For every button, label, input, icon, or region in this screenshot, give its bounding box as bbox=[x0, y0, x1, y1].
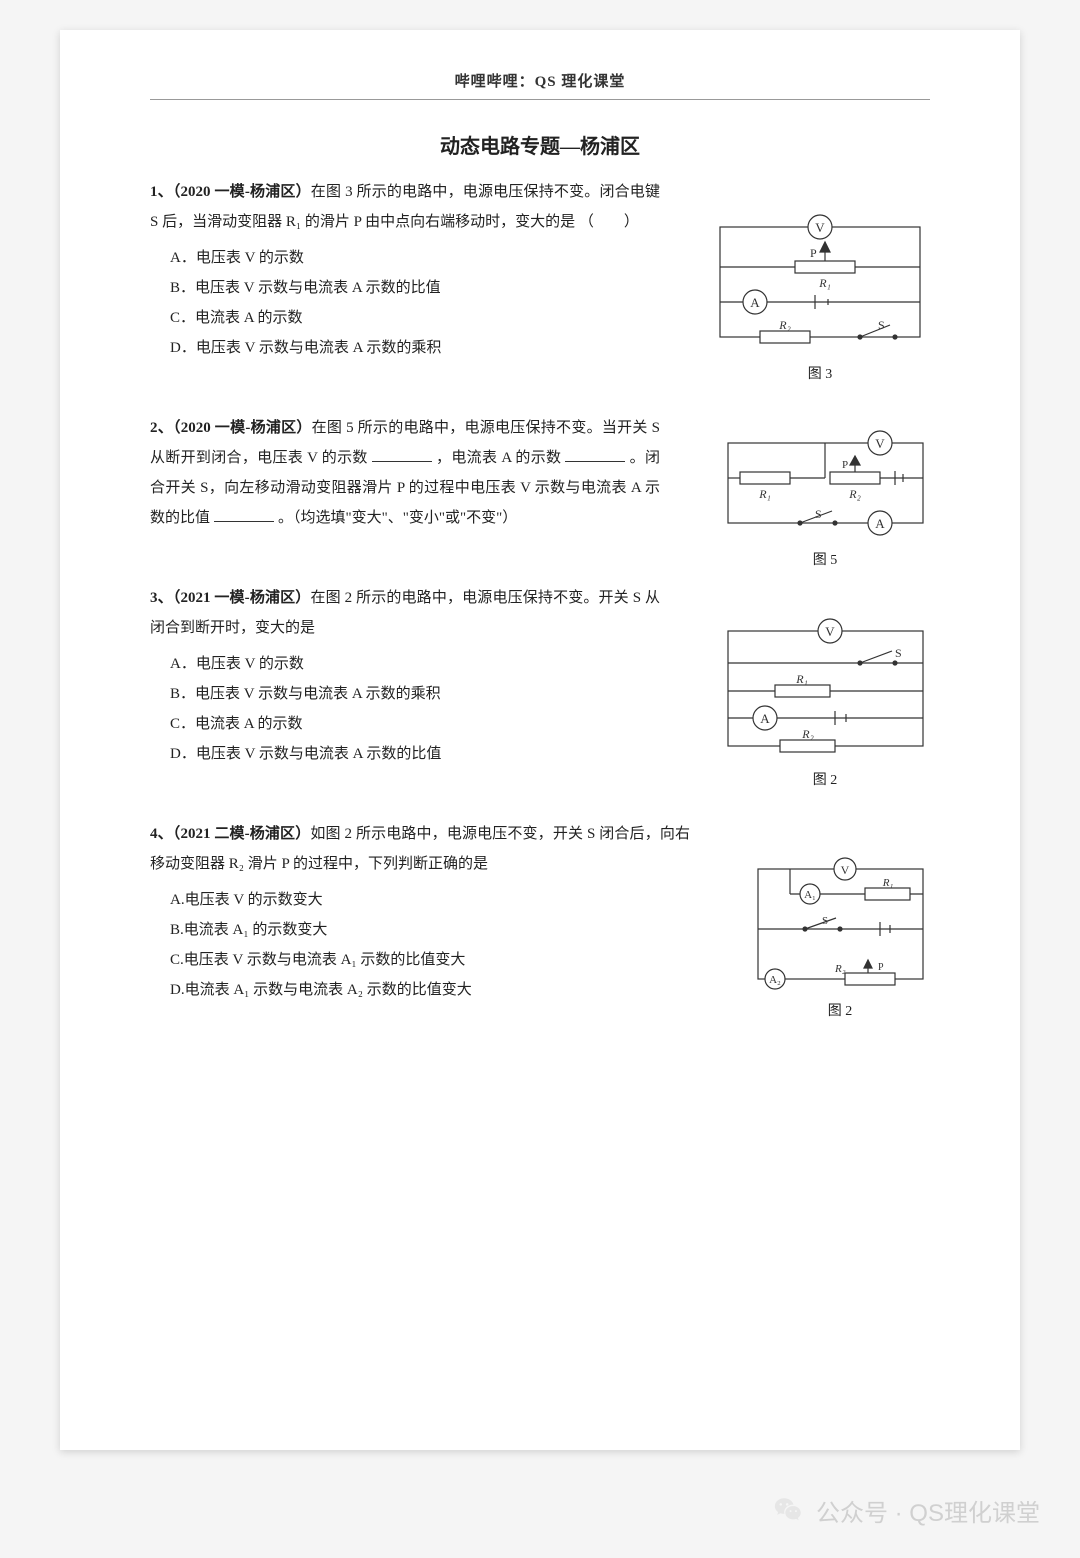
figure-2b: V A₁ R₁ S bbox=[750, 854, 930, 1026]
page-title: 动态电路专题—杨浦区 bbox=[150, 130, 930, 159]
page: 哔哩哔哩：QS 理化课堂 动态电路专题—杨浦区 1、（2020 一模-杨浦区）在… bbox=[60, 30, 1020, 1450]
question-1: 1、（2020 一模-杨浦区）在图 3 所示的电路中，电源电压保持不变。闭合电键… bbox=[150, 177, 930, 363]
figure-caption: 图 3 bbox=[710, 361, 930, 389]
svg-text:R₂: R₂ bbox=[848, 487, 861, 501]
figure-2: V S R₁ A bbox=[720, 613, 930, 795]
svg-text:V: V bbox=[875, 436, 885, 451]
blank-2 bbox=[565, 461, 625, 462]
q-tag: （2021 二模-杨浦区） bbox=[173, 826, 311, 842]
question-body: 2、（2020 一模-杨浦区）在图 5 所示的电路中，电源电压保持不变。当开关 … bbox=[150, 413, 660, 533]
watermark-text: 公众号 · QS理化课堂 bbox=[816, 1493, 1040, 1528]
q-tag: （2021 一模-杨浦区） bbox=[173, 590, 311, 606]
q-tag: （2020 一模-杨浦区） bbox=[173, 420, 312, 436]
options: A．电压表 V 的示数 B．电压表 V 示数与电流表 A 示数的乘积 C．电流表… bbox=[170, 649, 660, 769]
figure-caption: 图 5 bbox=[720, 547, 930, 575]
wechat-icon bbox=[772, 1494, 806, 1528]
svg-text:P: P bbox=[878, 962, 884, 973]
watermark: 公众号 · QS理化课堂 bbox=[772, 1493, 1040, 1528]
svg-text:A: A bbox=[875, 516, 885, 531]
question-2: 2、（2020 一模-杨浦区）在图 5 所示的电路中，电源电压保持不变。当开关 … bbox=[150, 413, 930, 533]
svg-text:R₂: R₂ bbox=[801, 727, 814, 741]
figure-caption: 图 2 bbox=[750, 998, 930, 1026]
svg-text:V: V bbox=[841, 863, 850, 877]
blank-3 bbox=[214, 521, 274, 522]
option-c: C.电压表 V 示数与电流表 A₁ 示数的比值变大 bbox=[170, 945, 690, 975]
svg-text:R₂: R₂ bbox=[778, 318, 791, 332]
q-tag: （2020 一模-杨浦区） bbox=[173, 184, 311, 200]
q-number: 4、 bbox=[150, 826, 173, 842]
q-number: 2、 bbox=[150, 420, 173, 436]
svg-text:A₂: A₂ bbox=[769, 974, 781, 986]
question-body: 4、（2021 二模-杨浦区）如图 2 所示电路中，电源电压不变，开关 S 闭合… bbox=[150, 819, 690, 1005]
q-number: 3、 bbox=[150, 590, 173, 606]
option-a: A．电压表 V 的示数 bbox=[170, 243, 660, 273]
question-body: 3、（2021 一模-杨浦区）在图 2 所示的电路中，电源电压保持不变。开关 S… bbox=[150, 583, 660, 769]
svg-text:R₁: R₁ bbox=[882, 877, 894, 889]
option-b: B.电流表 A₁ 的示数变大 bbox=[170, 915, 690, 945]
question-4: 4、（2021 二模-杨浦区）如图 2 所示电路中，电源电压不变，开关 S 闭合… bbox=[150, 819, 930, 1005]
svg-text:P: P bbox=[810, 246, 817, 260]
q-number: 1、 bbox=[150, 184, 173, 200]
svg-text:A: A bbox=[760, 711, 770, 726]
option-c: C．电流表 A 的示数 bbox=[170, 303, 660, 333]
options: A．电压表 V 的示数 B．电压表 V 示数与电流表 A 示数的比值 C．电流表… bbox=[170, 243, 660, 363]
svg-text:R₁: R₁ bbox=[758, 487, 771, 501]
option-b: B．电压表 V 示数与电流表 A 示数的比值 bbox=[170, 273, 660, 303]
option-d: D．电压表 V 示数与电流表 A 示数的乘积 bbox=[170, 333, 660, 363]
svg-text:S: S bbox=[822, 915, 828, 927]
q-text-b: 的滑片 P 由中点向右端移动时，变大的是 （ ） bbox=[301, 214, 639, 230]
svg-text:S: S bbox=[878, 318, 885, 332]
page-header: 哔哩哔哩：QS 理化课堂 bbox=[150, 70, 930, 91]
svg-text:A: A bbox=[750, 295, 760, 310]
option-d: D．电压表 V 示数与电流表 A 示数的比值 bbox=[170, 739, 660, 769]
question-body: 1、（2020 一模-杨浦区）在图 3 所示的电路中，电源电压保持不变。闭合电键… bbox=[150, 177, 660, 363]
svg-text:V: V bbox=[815, 220, 825, 235]
svg-text:V: V bbox=[825, 624, 835, 639]
q-text-b: ，电流表 A 的示数 bbox=[436, 450, 562, 466]
options: A.电压表 V 的示数变大 B.电流表 A₁ 的示数变大 C.电压表 V 示数与… bbox=[170, 885, 690, 1005]
svg-text:R₁: R₁ bbox=[818, 276, 831, 290]
r1-label: R₁ bbox=[286, 214, 301, 230]
header-rule bbox=[150, 99, 930, 100]
q-text-d: 。（均选填"变大"、"变小"或"不变"） bbox=[278, 510, 517, 526]
svg-text:A₁: A₁ bbox=[804, 889, 816, 901]
option-b: B．电压表 V 示数与电流表 A 示数的乘积 bbox=[170, 679, 660, 709]
svg-text:S: S bbox=[895, 646, 902, 660]
option-c: C．电流表 A 的示数 bbox=[170, 709, 660, 739]
option-d: D.电流表 A₁ 示数与电流表 A₂ 示数的比值变大 bbox=[170, 975, 690, 1005]
option-a: A．电压表 V 的示数 bbox=[170, 649, 660, 679]
figure-5: V P R₂ R₁ bbox=[720, 423, 930, 575]
svg-text:R₂: R₂ bbox=[834, 963, 846, 975]
blank-1 bbox=[372, 461, 432, 462]
option-a: A.电压表 V 的示数变大 bbox=[170, 885, 690, 915]
figure-caption: 图 2 bbox=[720, 767, 930, 795]
figure-3: V P R₁ A R₂ bbox=[710, 207, 930, 389]
svg-text:R₁: R₁ bbox=[795, 672, 808, 686]
svg-text:P: P bbox=[842, 459, 848, 471]
svg-text:S: S bbox=[815, 507, 822, 521]
question-3: 3、（2021 一模-杨浦区）在图 2 所示的电路中，电源电压保持不变。开关 S… bbox=[150, 583, 930, 769]
